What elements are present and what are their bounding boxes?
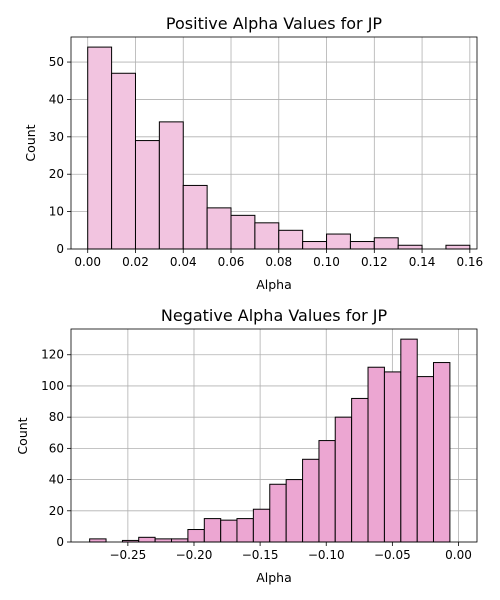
x-axis-label: Alpha — [256, 277, 292, 292]
x-tick-label: −0.10 — [308, 548, 345, 562]
histogram-bar — [416, 376, 434, 543]
histogram-bar — [230, 214, 256, 250]
y-tick-label: 60 — [49, 441, 64, 455]
histogram-bar — [254, 222, 280, 250]
histogram-bar — [187, 529, 205, 543]
histogram-bar — [171, 538, 189, 543]
x-tick-label: 0.16 — [456, 255, 483, 269]
bars — [89, 338, 451, 543]
x-axis-label: Alpha — [256, 570, 292, 585]
bars — [87, 46, 471, 250]
x-tick-label: −0.20 — [176, 548, 213, 562]
histogram-bar — [87, 46, 113, 250]
histogram-bar — [400, 338, 418, 543]
histogram-bar — [111, 72, 136, 250]
y-axis-label: Count — [23, 124, 38, 161]
histogram-bar — [252, 508, 271, 543]
histogram-bar — [278, 229, 304, 250]
plot-frame — [70, 36, 478, 250]
histogram-bar — [302, 458, 320, 543]
histogram-bar — [445, 244, 471, 250]
histogram-bar — [236, 518, 254, 543]
y-tick-label: 40 — [49, 92, 64, 106]
y-tick-label: 100 — [41, 379, 64, 393]
x-tick-label: 0.00 — [74, 255, 101, 269]
y-axis-label: Count — [15, 417, 30, 454]
y-tick-label: 0 — [56, 242, 64, 256]
x-tick-label: 0.04 — [170, 255, 197, 269]
y-tick-label: 30 — [49, 130, 64, 144]
x-tick-label: 0.14 — [409, 255, 436, 269]
y-tick-label: 80 — [49, 410, 64, 424]
x-tick-label: 0.12 — [361, 255, 388, 269]
x-tick-label: −0.15 — [242, 548, 279, 562]
histogram-bar — [134, 140, 160, 250]
histogram-bar — [302, 241, 328, 250]
histogram-bar — [154, 538, 173, 543]
x-tick-label: 0.10 — [313, 255, 340, 269]
chart-title: Positive Alpha Values for JP — [166, 14, 383, 33]
y-tick-label: 20 — [49, 504, 64, 518]
x-tick-label: 0.08 — [265, 255, 292, 269]
histogram-bar — [138, 536, 156, 543]
y-tick-label: 120 — [41, 348, 64, 362]
histogram-bar — [203, 518, 222, 543]
histogram-bar — [367, 366, 385, 543]
x-tick-label: 0.02 — [122, 255, 149, 269]
tick-labels: 0.00 0.02 0.04 0.06 0.08 0.10 0.12 0.14 0.16 0 10 2… — [49, 55, 483, 269]
histogram-bar — [220, 519, 238, 543]
x-tick-label: −0.25 — [109, 548, 146, 562]
histogram-bar — [349, 241, 375, 250]
histogram-bar — [269, 483, 287, 543]
tick-labels: −0.25 −0.20 −0.15 −0.10 −0.05 0.00 0 20 40 60 80 10… — [41, 348, 472, 562]
chart-title: Negative Alpha Values for JP — [161, 306, 388, 325]
histogram-bar — [373, 237, 399, 250]
x-tick-label: 0.00 — [445, 548, 472, 562]
y-tick-label: 20 — [49, 167, 64, 181]
histogram-bar — [383, 371, 402, 543]
histogram-bar — [318, 440, 336, 543]
y-tick-label: 50 — [49, 55, 64, 69]
y-tick-label: 0 — [56, 535, 64, 549]
histogram-bar — [285, 479, 304, 543]
positive-alpha-chart: Positive Alpha Values for JP 0.00 0.02 0.0… — [23, 14, 483, 292]
y-tick-label: 40 — [49, 473, 64, 487]
histogram-bar — [158, 121, 184, 250]
negative-alpha-chart: Negative Alpha Values for JP −0.25 −0.20−… — [15, 306, 478, 585]
histogram-bar — [351, 397, 369, 543]
histogram-bar — [206, 207, 232, 250]
x-tick-label: −0.05 — [374, 548, 411, 562]
y-tick-label: 10 — [49, 205, 64, 219]
histogram-bar — [397, 244, 423, 250]
histogram-bar — [89, 538, 107, 543]
histogram-bar — [182, 184, 208, 250]
histogram-bar — [334, 416, 353, 543]
histogram-bar — [326, 233, 351, 250]
x-tick-label: 0.06 — [218, 255, 245, 269]
plot-frame — [70, 328, 478, 543]
histogram-bar — [432, 362, 451, 543]
